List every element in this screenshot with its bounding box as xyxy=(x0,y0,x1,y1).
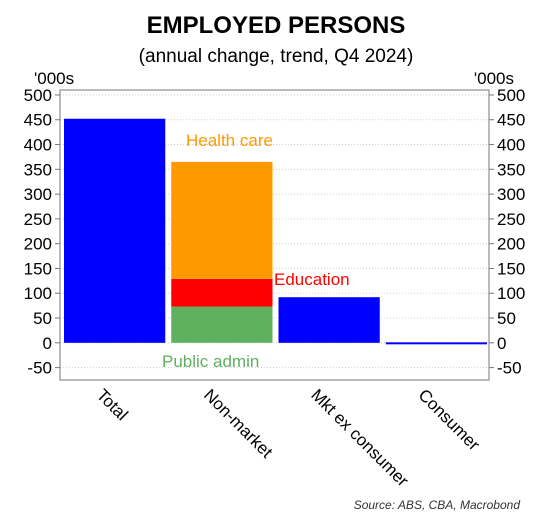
right-tick-label: 500 xyxy=(497,86,525,105)
chart-title: EMPLOYED PERSONS xyxy=(147,12,406,39)
left-tick-label: 450 xyxy=(24,111,52,130)
left-tick-label: 300 xyxy=(24,185,52,204)
bar-education xyxy=(171,278,273,307)
right-tick-label: 0 xyxy=(497,334,506,353)
bar-total xyxy=(64,118,166,343)
category-label: Consumer xyxy=(415,385,484,454)
right-tick-label: 100 xyxy=(497,284,525,303)
right-tick-label: 300 xyxy=(497,185,525,204)
left-axis-unit: '000s xyxy=(34,69,74,88)
right-tick-label: 250 xyxy=(497,210,525,229)
right-tick-label: 400 xyxy=(497,136,525,155)
left-tick-label: 150 xyxy=(24,259,52,278)
left-tick-label: 400 xyxy=(24,136,52,155)
left-tick-label: -50 xyxy=(27,359,52,378)
bar-health-care xyxy=(171,161,273,279)
bar-consumer xyxy=(385,342,487,345)
axis-ticks: -50 -50 0 0 50 50 100 100 150 150 200 200 250 250 300 3… xyxy=(24,86,526,378)
chart-subtitle: (annual change, trend, Q4 2024) xyxy=(139,46,414,67)
plot-frame xyxy=(59,89,490,381)
right-tick-label: 200 xyxy=(497,235,525,254)
category-label: Total xyxy=(93,385,132,424)
left-tick-label: 100 xyxy=(24,284,52,303)
category-label: Mkt ex consumer xyxy=(307,385,412,490)
annotation-public-admin: Public admin xyxy=(162,352,259,371)
category-labels: Total Non-market Mkt ex consumer Consumer xyxy=(93,385,484,490)
bar-public-admin xyxy=(171,306,273,343)
right-tick-label: 150 xyxy=(497,259,525,278)
category-label: Non-market xyxy=(200,385,276,461)
bar-mkt-ex-consumer xyxy=(278,297,380,343)
left-tick-label: 50 xyxy=(33,309,52,328)
annotation-health-care: Health care xyxy=(186,131,273,150)
annotation-education: Education xyxy=(274,270,350,289)
left-tick-label: 200 xyxy=(24,235,52,254)
bars xyxy=(64,118,487,345)
right-tick-label: -50 xyxy=(497,359,522,378)
left-tick-label: 500 xyxy=(24,86,52,105)
left-tick-label: 0 xyxy=(43,334,52,353)
right-tick-label: 350 xyxy=(497,160,525,179)
right-tick-label: 50 xyxy=(497,309,516,328)
right-tick-label: 450 xyxy=(497,111,525,130)
right-axis-unit: '000s xyxy=(474,69,514,88)
left-tick-label: 250 xyxy=(24,210,52,229)
source-note: Source: ABS, CBA, Macrobond xyxy=(354,498,521,512)
left-tick-label: 350 xyxy=(24,160,52,179)
